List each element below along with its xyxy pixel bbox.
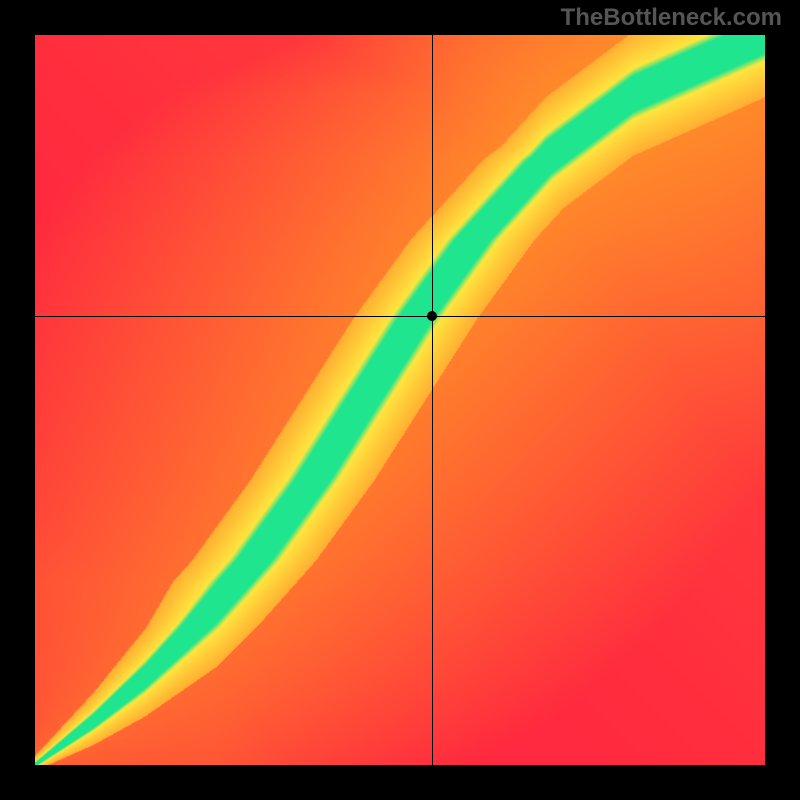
crosshair-vertical (432, 35, 433, 765)
crosshair-horizontal (35, 316, 765, 317)
heatmap-canvas (35, 35, 765, 765)
plot-area (35, 35, 765, 765)
watermark-text: TheBottleneck.com (561, 4, 782, 32)
chart-container: TheBottleneck.com (0, 0, 800, 800)
bottleneck-marker (427, 311, 437, 321)
